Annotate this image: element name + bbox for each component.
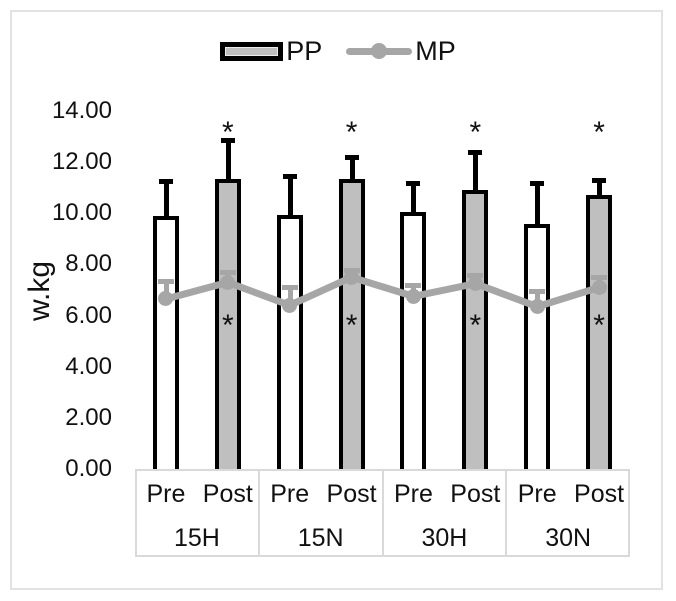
bar-pp-30N-Pre <box>524 223 551 469</box>
error-cap-pp-15N-Post <box>344 155 359 161</box>
error-cap-mp-30N-Pre <box>529 289 546 295</box>
sig-star-above-30H-Post: * <box>469 116 482 150</box>
mp-line-swatch-icon <box>346 41 413 61</box>
category-group-divider <box>381 469 384 557</box>
y-tick-8.00: 8.00 <box>65 250 112 278</box>
timepoint-label-15N-Pre: Pre <box>270 480 310 508</box>
error-cap-pp-15H-Pre <box>158 179 173 185</box>
sig-star-above-15H-Post: * <box>221 116 234 150</box>
category-group-divider <box>505 469 508 557</box>
error-cap-mp-15H-Pre <box>157 279 174 285</box>
sig-star-below-15N-Post: * <box>345 309 358 343</box>
error-cap-mp-30N-Post <box>591 275 608 281</box>
marker-mp-30H-Post <box>467 276 483 292</box>
pp-bar-swatch-icon <box>220 41 284 61</box>
group-label-15N: 15N <box>297 524 344 552</box>
sig-star-above-30N-Post: * <box>593 116 605 150</box>
error-stem-pp-15H-Post <box>225 140 231 179</box>
marker-mp-30N-Post <box>591 279 607 295</box>
sig-star-below-30N-Post: * <box>593 309 605 343</box>
error-stem-mp-30N-Pre <box>535 291 541 307</box>
error-stem-mp-15N-Pre <box>287 287 293 306</box>
bar-pp-15N-Post <box>338 178 365 469</box>
error-cap-pp-15H-Post <box>220 138 235 144</box>
marker-mp-15N-Pre <box>282 297 298 313</box>
error-cap-pp-30H-Post <box>468 149 483 155</box>
bar-pp-30H-Post <box>462 190 489 469</box>
error-stem-pp-15N-Pre <box>287 176 293 215</box>
error-stem-pp-30N-Post <box>597 180 603 196</box>
timepoint-label-15H-Pre: Pre <box>146 480 186 508</box>
error-stem-mp-15H-Pre <box>163 281 169 299</box>
error-cap-pp-15N-Pre <box>282 174 297 180</box>
error-stem-pp-15H-Pre <box>163 181 169 216</box>
y-tick-0.00: 0.00 <box>65 455 112 482</box>
error-stem-pp-30H-Pre <box>411 182 417 212</box>
error-cap-mp-15N-Pre <box>281 285 298 291</box>
sig-star-below-15H-Post: * <box>221 309 234 343</box>
legend-item-mp: MP <box>346 35 456 66</box>
y-tick-12.00: 12.00 <box>51 148 112 176</box>
bar-pp-15N-Pre <box>276 214 303 469</box>
error-cap-pp-30H-Pre <box>406 180 421 186</box>
error-cap-pp-30N-Post <box>592 178 607 184</box>
error-stem-pp-15N-Post <box>349 157 355 179</box>
chart-legend: PP MP <box>0 33 676 69</box>
marker-mp-15H-Post <box>220 274 236 290</box>
timepoint-label-15N-Post: Post <box>326 480 377 508</box>
bar-pp-15H-Post <box>214 178 241 469</box>
error-cap-mp-30H-Post <box>467 272 484 278</box>
error-cap-mp-30H-Pre <box>405 282 422 288</box>
bar-pp-30H-Pre <box>400 212 427 469</box>
sig-star-above-15N-Post: * <box>345 116 358 150</box>
legend-label-pp: PP <box>286 35 323 66</box>
timepoint-label-30H-Post: Post <box>450 480 501 508</box>
marker-mp-30N-Pre <box>529 299 545 315</box>
y-tick-6.00: 6.00 <box>65 301 112 329</box>
group-label-30N: 30N <box>545 524 592 552</box>
error-stem-pp-30N-Pre <box>535 182 541 224</box>
timepoint-label-30N-Pre: Pre <box>517 480 557 508</box>
bar-pp-15H-Pre <box>152 215 179 469</box>
legend-label-mp: MP <box>415 35 456 66</box>
error-stem-pp-30H-Post <box>473 151 479 191</box>
group-label-15H: 15H <box>173 524 220 552</box>
y-tick-14.00: 14.00 <box>51 97 112 124</box>
marker-mp-15N-Post <box>344 269 360 285</box>
group-label-30H: 30H <box>421 524 468 552</box>
error-cap-pp-30N-Pre <box>530 180 545 186</box>
legend-item-pp: PP <box>220 35 323 66</box>
y-tick-10.00: 10.00 <box>51 199 112 227</box>
sig-star-below-30H-Post: * <box>469 309 482 343</box>
y-tick-4.00: 4.00 <box>65 352 112 380</box>
marker-mp-15H-Pre <box>158 291 174 307</box>
error-cap-mp-15H-Post <box>219 270 236 276</box>
y-tick-2.00: 2.00 <box>65 403 112 431</box>
bar-pp-30N-Post <box>586 195 613 469</box>
category-group-divider <box>257 469 260 557</box>
timepoint-label-30N-Post: Post <box>574 480 625 508</box>
timepoint-label-15H-Post: Post <box>202 480 253 508</box>
marker-mp-30H-Pre <box>405 288 421 304</box>
mp-circle-marker <box>371 43 388 59</box>
timepoint-label-30H-Pre: Pre <box>393 480 433 508</box>
